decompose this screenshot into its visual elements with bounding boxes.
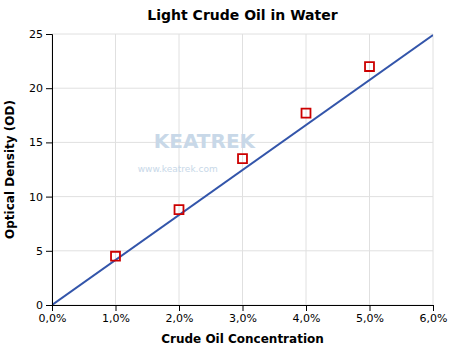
y-axis-tick-mark bbox=[46, 142, 52, 143]
x-axis-tick-label: 0,0% bbox=[39, 312, 67, 325]
marks bbox=[52, 35, 433, 305]
y-axis-tick-mark bbox=[46, 34, 52, 35]
grid-line-x bbox=[306, 34, 307, 305]
y-axis-line bbox=[46, 35, 53, 306]
grid-line-y bbox=[52, 34, 433, 35]
x-axis-tick-label: 3,0% bbox=[229, 312, 257, 325]
data-point bbox=[111, 252, 120, 261]
data-point bbox=[175, 205, 184, 214]
x-axis-tick: 2,0% bbox=[166, 305, 194, 325]
y-axis-tick-label: 0 bbox=[36, 299, 43, 312]
annotation: KEATREK bbox=[154, 129, 257, 153]
y-axis-tick-label: 25 bbox=[29, 28, 43, 41]
grid-line-x bbox=[115, 34, 116, 305]
x-axis-title: Crude Oil Concentration bbox=[161, 332, 324, 346]
x-axis-tick-mark bbox=[306, 305, 307, 311]
x-axis-tick-label: 2,0% bbox=[166, 312, 194, 325]
y-axis-tick-mark bbox=[46, 88, 52, 89]
x-axis-tick-mark bbox=[433, 305, 434, 311]
grid-line-y bbox=[52, 88, 433, 89]
data-point bbox=[302, 109, 311, 118]
x-axis-tick-mark bbox=[243, 305, 244, 311]
y-axis-tick: 20 bbox=[29, 82, 52, 95]
grid bbox=[52, 34, 433, 305]
x-axis-tick: 3,0% bbox=[229, 305, 257, 325]
x-axis-tick-label: 5,0% bbox=[356, 312, 384, 325]
y-axis-tick-label: 20 bbox=[29, 82, 43, 95]
title: Light Crude Oil in Water bbox=[147, 7, 337, 23]
x-axis-tick-label: 6,0% bbox=[420, 312, 448, 325]
x-axis-tick-mark bbox=[179, 305, 180, 311]
plot: KEATREK www.keatrek.com 0,0% 1,0% 2,0% 3,0% 4,… bbox=[29, 28, 447, 325]
grid-line-y bbox=[52, 250, 433, 251]
x-axis-tick-mark bbox=[116, 305, 117, 311]
y-axis-tick-mark bbox=[46, 251, 52, 252]
annotation: www.keatrek.com bbox=[138, 164, 218, 174]
y-axis-tick-mark bbox=[46, 197, 52, 198]
x-axis: 0,0% 1,0% 2,0% 3,0% 4,0% 5,0% 6,0% bbox=[39, 305, 448, 325]
x-axis-tick: 5,0% bbox=[356, 305, 384, 325]
data-point bbox=[238, 154, 247, 163]
grid-line-y bbox=[52, 196, 433, 197]
data-point bbox=[365, 62, 374, 71]
x-axis-tick: 6,0% bbox=[420, 305, 448, 325]
annotations: KEATREK www.keatrek.com bbox=[138, 129, 257, 174]
y-axis-tick: 25 bbox=[29, 28, 52, 41]
grid-line-x bbox=[369, 34, 370, 305]
y-axis-tick-label: 5 bbox=[36, 245, 43, 258]
y-axis-tick-mark bbox=[46, 305, 52, 306]
trend-line bbox=[52, 35, 433, 305]
x-axis-tick: 4,0% bbox=[293, 305, 321, 325]
chart: KEATREK www.keatrek.com 0,0% 1,0% 2,0% 3,0% 4,… bbox=[0, 0, 455, 353]
y-axis-tick-label: 15 bbox=[29, 136, 43, 149]
grid-line-x bbox=[433, 34, 434, 305]
x-axis-line bbox=[53, 306, 434, 312]
y-axis-tick: 15 bbox=[29, 136, 52, 149]
x-axis-tick-label: 1,0% bbox=[102, 312, 130, 325]
y-axis-tick: 5 bbox=[36, 245, 52, 258]
y-axis: 0 5 10 15 20 25 bbox=[29, 28, 53, 312]
y-axis-tick: 0 bbox=[36, 299, 52, 312]
y-axis-tick-label: 10 bbox=[29, 191, 43, 204]
y-axis-tick: 10 bbox=[29, 191, 52, 204]
y-axis-title: Optical Density (OD) bbox=[3, 100, 17, 239]
x-axis-tick-mark bbox=[370, 305, 371, 311]
x-axis-tick-label: 4,0% bbox=[293, 312, 321, 325]
x-axis-tick: 1,0% bbox=[102, 305, 130, 325]
